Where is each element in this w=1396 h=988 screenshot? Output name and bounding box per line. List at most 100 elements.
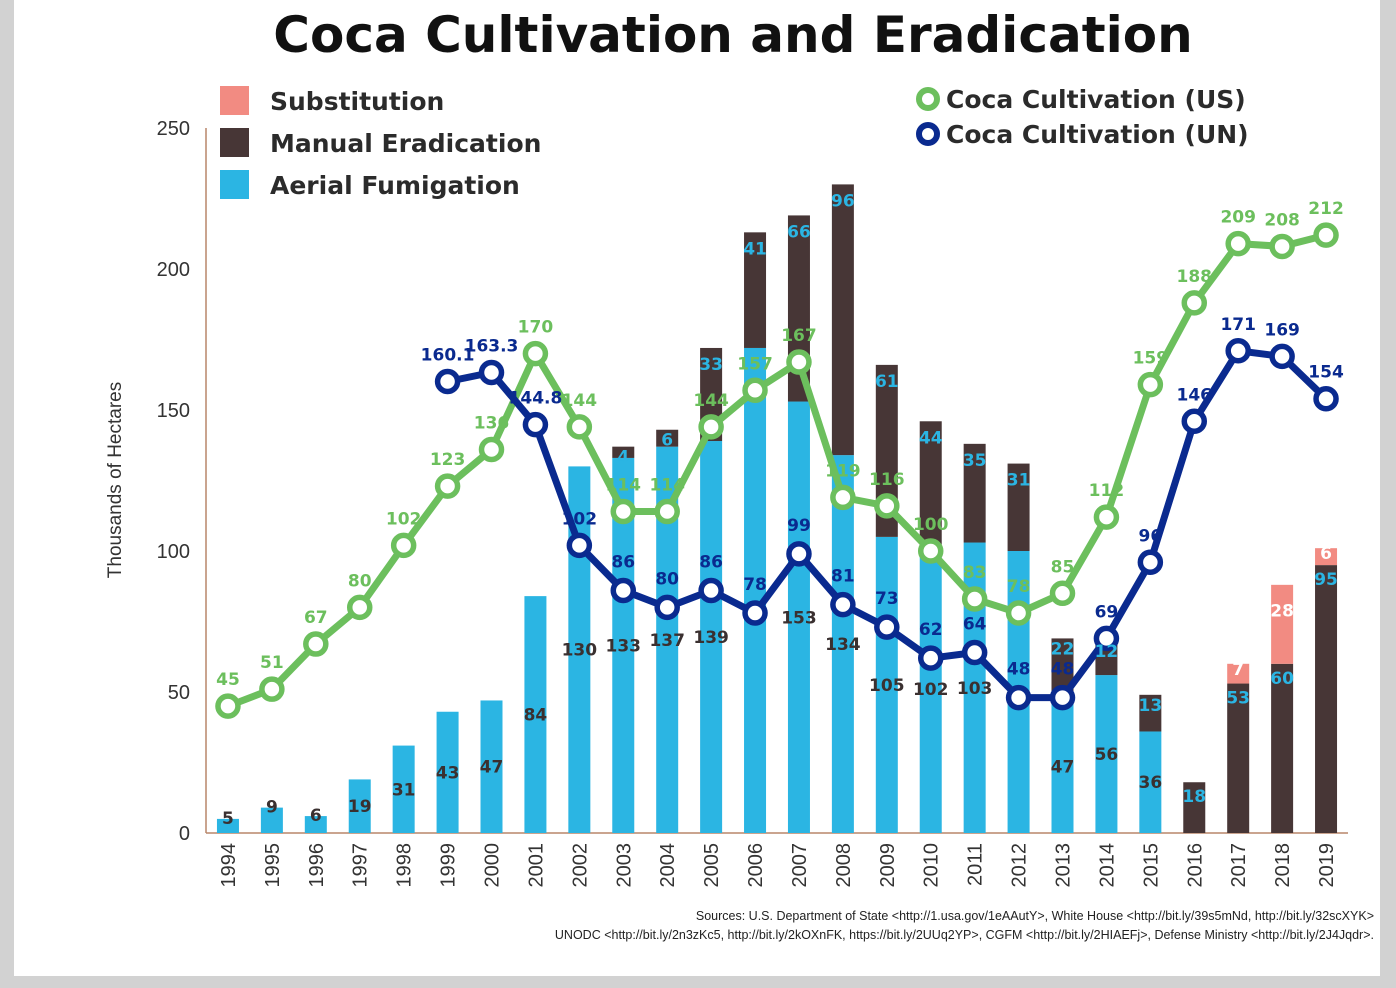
- chart-title: Coca Cultivation and Eradication: [273, 6, 1192, 64]
- un-value-label: 78: [743, 575, 767, 595]
- us-value-label: 157: [737, 354, 773, 374]
- aerial-value-label: 47: [480, 758, 504, 778]
- manual-value-label: 35: [963, 451, 987, 471]
- manual-value-label: 6: [661, 431, 673, 451]
- x-tick-label: 1995: [262, 843, 284, 888]
- x-tick-label: 2014: [1096, 843, 1118, 888]
- legend-label-us: Coca Cultivation (US): [946, 85, 1246, 114]
- bar-manual: [1271, 663, 1294, 833]
- substitution-value-label: 6: [1320, 544, 1332, 564]
- us-point: [1225, 230, 1251, 257]
- legend-label-aerial: Aerial Fumigation: [270, 171, 520, 200]
- un-point: [1049, 684, 1076, 711]
- bar-manual: [744, 232, 767, 348]
- x-tick-label: 2007: [789, 843, 811, 888]
- bar-aerial: [963, 542, 986, 833]
- us-point: [610, 498, 637, 525]
- bar-aerial: [700, 441, 723, 833]
- manual-value-label: 60: [1270, 669, 1294, 689]
- us-value-label: 45: [216, 670, 240, 690]
- y-tick-label: 150: [157, 400, 190, 422]
- x-tick-label: 2010: [921, 843, 943, 888]
- bar-manual: [831, 184, 854, 456]
- un-value-label: 146: [1177, 385, 1213, 405]
- manual-value-label: 18: [1182, 787, 1206, 807]
- us-value-label: 67: [304, 608, 328, 628]
- bar-manual: [1227, 683, 1250, 833]
- aerial-value-label: 139: [693, 628, 729, 648]
- us-value-label: 100: [913, 515, 949, 535]
- un-point: [786, 541, 812, 567]
- bar-manual: [1183, 782, 1206, 833]
- un-value-label: 163.3: [465, 336, 519, 356]
- bar-aerial: [216, 818, 239, 833]
- x-tick-label: 2000: [482, 843, 504, 888]
- un-value-label: 48: [1051, 660, 1075, 680]
- un-point: [654, 594, 680, 621]
- chart: Coca Cultivation and Eradication Thousan…: [105, 6, 1374, 942]
- x-tick-label: 2001: [525, 843, 547, 888]
- un-point: [698, 577, 724, 604]
- aerial-value-label: 153: [781, 608, 817, 628]
- us-value-label: 167: [781, 326, 817, 346]
- aerial-value-label: 9: [266, 798, 278, 818]
- us-point: [1005, 600, 1032, 626]
- us-point: [390, 532, 417, 559]
- x-tick-label: 2012: [1009, 843, 1031, 888]
- un-value-label: 48: [1007, 660, 1031, 680]
- substitution-value-label: 28: [1270, 601, 1294, 621]
- aerial-value-label: 103: [957, 679, 993, 699]
- us-point: [1137, 371, 1164, 398]
- un-point: [1137, 549, 1164, 576]
- un-point: [1313, 385, 1339, 412]
- legend-swatch-substitution: [220, 86, 249, 115]
- manual-value-label: 66: [787, 222, 811, 242]
- x-tick-label: 1997: [350, 843, 372, 888]
- bar-aerial: [304, 816, 327, 833]
- aerial-value-label: 133: [606, 636, 642, 656]
- un-point: [1005, 684, 1032, 711]
- us-point: [1313, 222, 1339, 248]
- manual-value-label: 95: [1314, 570, 1338, 590]
- us-value-label: 114: [649, 476, 685, 496]
- aerial-value-label: 137: [649, 631, 685, 651]
- x-tick-label: 2002: [569, 843, 591, 888]
- aerial-value-label: 6: [310, 806, 322, 826]
- un-point: [830, 591, 856, 618]
- us-point: [522, 340, 549, 367]
- us-value-label: 212: [1308, 199, 1344, 219]
- un-point: [566, 532, 593, 559]
- bar-aerial: [480, 700, 503, 833]
- bar-aerial: [348, 779, 371, 833]
- x-tick-label: 2003: [613, 843, 635, 888]
- us-point: [1093, 504, 1120, 530]
- bar-aerial: [260, 807, 283, 833]
- aerial-value-label: 19: [348, 797, 372, 817]
- legend-swatch-manual: [220, 128, 249, 157]
- un-value-label: 96: [1139, 526, 1163, 546]
- bar-aerial: [831, 455, 854, 833]
- bar-aerial: [919, 545, 942, 833]
- us-value-label: 170: [518, 318, 554, 338]
- un-value-label: 160.1: [421, 346, 475, 366]
- aerial-value-label: 47: [1051, 758, 1075, 778]
- data-labels: 54595166719803110243123160.147136163.384…: [216, 191, 1344, 829]
- un-point: [874, 614, 900, 640]
- un-point: [1225, 338, 1251, 364]
- sources-line-2: UNODC <http://bit.ly/2n3zKc5, http://bit…: [555, 928, 1374, 942]
- bars: [216, 184, 1338, 833]
- legend-marker-us: [916, 87, 940, 111]
- us-value-label: 102: [386, 509, 422, 529]
- aerial-value-label: 5: [222, 809, 234, 829]
- un-point: [1181, 408, 1208, 435]
- un-value-label: 99: [787, 516, 811, 536]
- us-point: [961, 586, 988, 612]
- us-point: [1269, 233, 1295, 260]
- x-tick-label: 2006: [745, 843, 767, 888]
- legend-swatch-aerial: [220, 170, 249, 199]
- us-value-label: 80: [348, 571, 372, 591]
- manual-value-label: 13: [1139, 696, 1163, 716]
- un-value-label: 69: [1095, 602, 1119, 622]
- bar-aerial: [787, 401, 810, 833]
- x-tick-label: 2015: [1140, 843, 1162, 888]
